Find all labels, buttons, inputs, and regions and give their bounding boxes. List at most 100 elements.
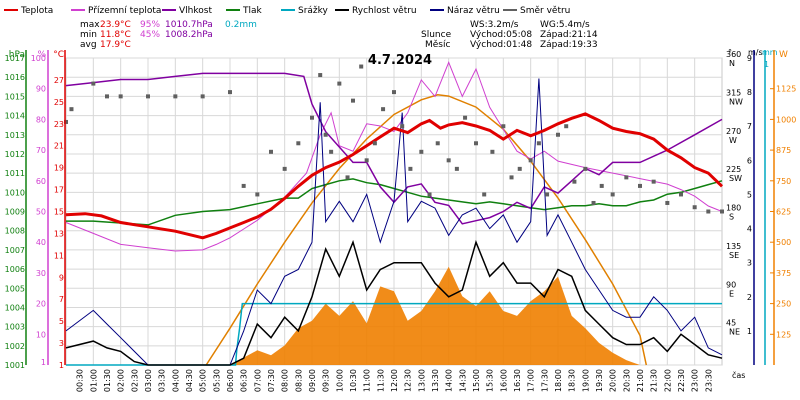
axis-degc-tick-label: 7 xyxy=(59,295,64,304)
axis-hpa-tick-label: 1002 xyxy=(5,342,25,351)
wind-direction-point xyxy=(665,200,670,205)
axis-x-tick-label: 11:30 xyxy=(376,369,385,392)
axis-pct-tick-label: 10 xyxy=(36,330,46,339)
axis-x-tick-label: 06:30 xyxy=(240,369,249,392)
wind-direction-point xyxy=(91,81,96,86)
axis-dir-tick-label: 135 xyxy=(726,242,741,251)
axis-dir-compass-label: W xyxy=(729,136,737,145)
wind-direction-point xyxy=(419,149,424,154)
wind-direction-point xyxy=(435,141,440,146)
axis-x-tick-label: 15:30 xyxy=(486,369,495,392)
axis-hpa-tick-label: 1006 xyxy=(5,265,25,274)
axis-x-tick-label: 16:30 xyxy=(513,369,522,392)
wind-direction-point xyxy=(269,149,273,154)
axis-x-tick-label: 04:30 xyxy=(185,369,194,392)
wind-direction-point xyxy=(118,94,123,99)
axis-wm2-tick-label: 125 xyxy=(776,330,791,339)
axis-degc-tick-label: 15 xyxy=(54,208,64,217)
axis-ms-tick-label: 9 xyxy=(747,54,752,63)
wind-direction-point xyxy=(200,94,205,99)
axis-degc-tick-label: 5 xyxy=(59,317,64,326)
axis-pct-tick-label: 80 xyxy=(36,115,46,124)
axis-ms-tick-label: 7 xyxy=(747,122,752,131)
axis-x-tick-label: 07:00 xyxy=(253,369,262,392)
stats-min-temp: 11.8°C xyxy=(100,30,131,40)
axis-pct-tick-label: 90 xyxy=(36,85,46,94)
wind-direction-point xyxy=(528,158,533,163)
wind-direction-point xyxy=(624,175,629,180)
legend-label: Směr větru xyxy=(520,6,570,16)
axis-degc-tick-label: 17 xyxy=(54,186,64,195)
axis-degc-tick-label: 23 xyxy=(54,120,64,129)
wind-direction-point xyxy=(599,183,604,188)
axis-x-tick-label: 12:30 xyxy=(404,369,413,392)
axis-x-tick-label: 14:30 xyxy=(458,369,467,392)
axis-dir-compass-label: SE xyxy=(729,251,739,260)
axis-dir-tick-label: 315 xyxy=(726,88,741,97)
axis-dir-compass-label: S xyxy=(729,213,734,222)
axis-wm2-tick-label: 250 xyxy=(776,300,791,309)
axis-x-tick-label: 20:00 xyxy=(609,369,618,392)
axis-dir-tick-label: 45 xyxy=(726,319,736,328)
axis-x-tick-label: 03:00 xyxy=(144,369,153,392)
axis-dir-tick-label: 360 xyxy=(726,50,741,59)
axis-degc-tick-label: 11 xyxy=(54,251,64,260)
axis-ms-tick-label: 6 xyxy=(747,156,752,165)
axis-hpa-tick-label: 1004 xyxy=(5,303,25,312)
wind-direction-point xyxy=(679,192,683,197)
axis-hpa-tick-label: 1005 xyxy=(5,284,25,293)
axis-degc-tick-label: 9 xyxy=(59,273,64,282)
wind-direction-point xyxy=(651,179,656,184)
axis-ms-tick-label: 3 xyxy=(747,259,752,268)
wind-direction-point xyxy=(536,141,541,146)
axis-hpa-tick-label: 1013 xyxy=(5,131,25,140)
info-panel: max 23.9°C 95% 1010.7hPa 0.2mm min 11.8°… xyxy=(80,20,598,68)
wind-direction-point xyxy=(482,192,487,197)
axis-x-tick-label: 20:30 xyxy=(622,369,631,392)
wind-direction-point xyxy=(509,175,514,180)
wind-direction-point xyxy=(408,166,413,171)
stats-avg-temp: 17.9°C xyxy=(100,40,131,50)
axis-x-tick-label: 16:00 xyxy=(499,369,508,392)
axis-x-tick-label: 23:30 xyxy=(704,369,713,392)
axis-mm-tick-label: 1 xyxy=(764,60,769,69)
wind-direction-point xyxy=(501,124,506,129)
wind-direction-point xyxy=(351,98,355,103)
axis-degc-tick-label: 1 xyxy=(59,361,64,370)
wind-direction-point xyxy=(572,179,577,184)
axis-wm2-tick-label: 375 xyxy=(776,269,791,278)
axis-x-tick-label: 22:30 xyxy=(677,369,686,392)
axis-x-tick-label: 03:30 xyxy=(158,369,167,392)
sun-rise: Východ:05:08 xyxy=(470,30,532,40)
wind-direction-point xyxy=(706,209,711,214)
wind-direction-point xyxy=(64,119,68,124)
axis-dir-unit: ° xyxy=(728,48,732,57)
axis-mm-unit: mm xyxy=(762,48,778,57)
axis-dir-tick-label: 180 xyxy=(726,204,741,213)
stats-max-rain: 0.2mm xyxy=(225,20,257,30)
axis-x-tick-label: 09:00 xyxy=(308,369,317,392)
legend-label: Náraz větru xyxy=(447,6,500,16)
axis-x-tick-label: 07:30 xyxy=(267,369,276,392)
axis-hpa-tick-label: 1001 xyxy=(5,361,25,370)
axis-x-tick-label: 05:00 xyxy=(199,369,208,392)
legend-label: Tlak xyxy=(242,6,263,16)
axis-hpa-tick-label: 1010 xyxy=(5,188,25,197)
legend: Teplota Přízemní teplota Vlhkost Tlak Srážky… xyxy=(4,6,570,16)
axis-ms-tick-label: 4 xyxy=(747,225,752,234)
axis-hpa-tick-label: 1014 xyxy=(5,112,25,121)
wind-direction-point xyxy=(400,124,405,129)
axis-pct-tick-label: 70 xyxy=(36,146,46,155)
axis-x-tick-label: 01:30 xyxy=(103,369,112,392)
wind-direction-point xyxy=(446,158,451,163)
axis-dir-compass-label: SW xyxy=(729,174,742,183)
wind-direction-point xyxy=(310,115,314,120)
wind-direction-point xyxy=(323,132,328,137)
axis-pct-tick-label: 50 xyxy=(36,208,46,217)
axis-wm2-tick-label: 1000 xyxy=(776,115,796,124)
moon-set: Západ:19:33 xyxy=(540,40,598,50)
moon-label: Měsíc xyxy=(425,40,450,50)
axis-x-tick-label: 06:00 xyxy=(226,369,235,392)
wind-direction-point xyxy=(146,94,150,99)
axis-dir-compass-label: E xyxy=(729,289,734,298)
